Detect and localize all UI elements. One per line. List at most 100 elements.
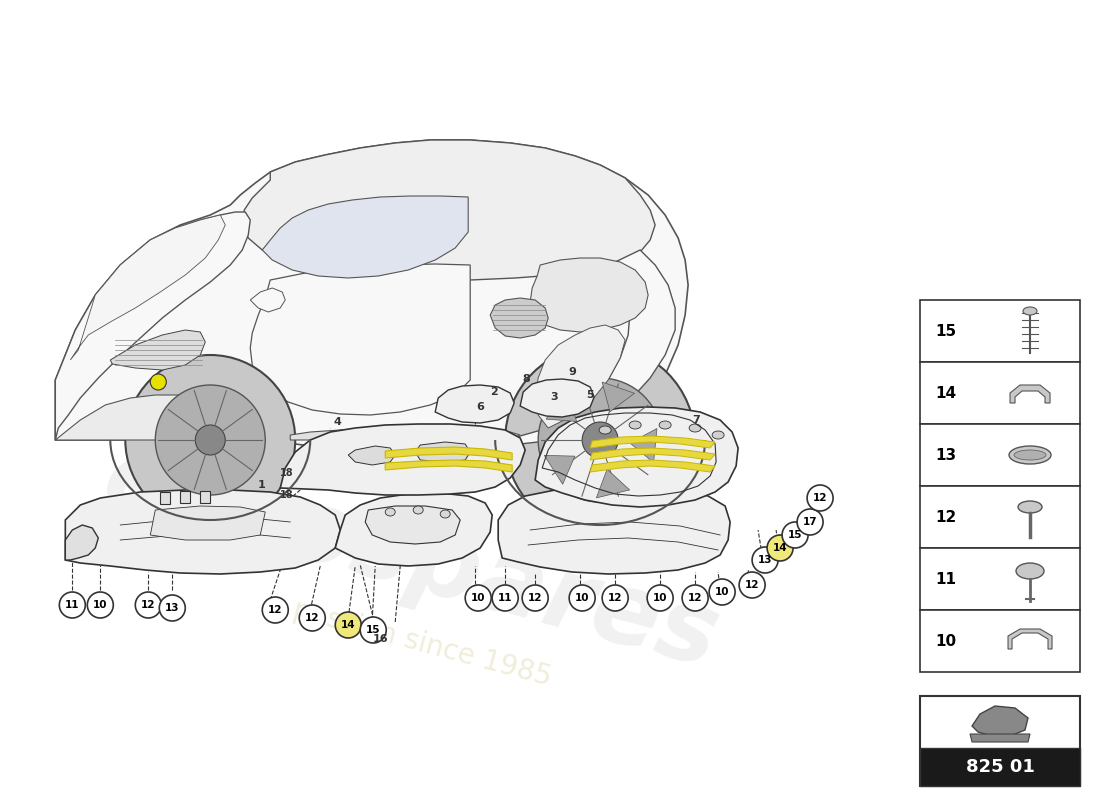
Ellipse shape	[659, 421, 671, 429]
Ellipse shape	[385, 508, 395, 516]
Polygon shape	[385, 460, 513, 472]
Polygon shape	[500, 250, 675, 445]
Polygon shape	[544, 455, 575, 484]
Ellipse shape	[1023, 307, 1037, 315]
Polygon shape	[385, 447, 513, 460]
Polygon shape	[1008, 629, 1052, 649]
Polygon shape	[280, 424, 525, 495]
Polygon shape	[349, 446, 395, 465]
Text: 16: 16	[372, 634, 388, 644]
Polygon shape	[55, 140, 689, 458]
Text: 13: 13	[758, 555, 772, 565]
Circle shape	[569, 585, 595, 611]
Polygon shape	[70, 215, 226, 360]
Polygon shape	[65, 490, 340, 574]
Circle shape	[767, 535, 793, 561]
Text: 18: 18	[280, 490, 294, 500]
Circle shape	[710, 579, 735, 605]
Circle shape	[807, 485, 833, 511]
Text: a passion since 1985: a passion since 1985	[265, 589, 556, 691]
Text: 14: 14	[773, 543, 788, 553]
Polygon shape	[415, 442, 470, 462]
Circle shape	[155, 385, 265, 495]
Polygon shape	[436, 385, 514, 423]
Polygon shape	[530, 258, 648, 332]
Ellipse shape	[1009, 446, 1050, 464]
Polygon shape	[602, 382, 635, 412]
Ellipse shape	[1014, 450, 1046, 460]
Text: 825 01: 825 01	[966, 758, 1034, 776]
Ellipse shape	[689, 424, 701, 432]
Polygon shape	[180, 491, 190, 503]
Polygon shape	[520, 379, 594, 417]
Ellipse shape	[629, 421, 641, 429]
Text: eurospares: eurospares	[92, 431, 728, 689]
Ellipse shape	[1016, 563, 1044, 579]
FancyBboxPatch shape	[920, 548, 1080, 610]
Circle shape	[196, 425, 225, 455]
Circle shape	[262, 597, 288, 623]
Circle shape	[87, 592, 113, 618]
Text: 11: 11	[935, 571, 956, 586]
Polygon shape	[591, 460, 715, 472]
Polygon shape	[596, 469, 629, 498]
Text: 9: 9	[569, 367, 576, 377]
Text: 10: 10	[715, 587, 729, 597]
Circle shape	[125, 355, 295, 525]
Text: 12: 12	[305, 613, 319, 623]
Text: 11: 11	[498, 593, 513, 603]
Polygon shape	[242, 140, 656, 280]
Text: 13: 13	[935, 447, 956, 462]
Ellipse shape	[712, 431, 724, 439]
Polygon shape	[110, 330, 206, 370]
Polygon shape	[55, 212, 251, 440]
Text: 12: 12	[608, 593, 623, 603]
Circle shape	[798, 509, 823, 535]
Polygon shape	[630, 429, 657, 462]
Circle shape	[505, 345, 695, 535]
Text: 10: 10	[575, 593, 590, 603]
Text: 1: 1	[257, 480, 265, 490]
Circle shape	[160, 595, 185, 621]
Circle shape	[299, 605, 326, 631]
Circle shape	[752, 547, 778, 573]
Text: 2: 2	[491, 387, 498, 397]
Text: 10: 10	[94, 600, 108, 610]
Polygon shape	[262, 196, 469, 278]
Circle shape	[647, 585, 673, 611]
Text: 12: 12	[935, 510, 956, 525]
Circle shape	[602, 585, 628, 611]
Text: 5: 5	[586, 390, 594, 400]
Ellipse shape	[1018, 501, 1042, 513]
Polygon shape	[161, 492, 170, 504]
Text: 6: 6	[476, 402, 484, 412]
FancyBboxPatch shape	[920, 300, 1080, 362]
Polygon shape	[591, 448, 715, 460]
Polygon shape	[591, 436, 715, 448]
Polygon shape	[65, 525, 98, 560]
Ellipse shape	[600, 426, 612, 434]
Ellipse shape	[414, 506, 424, 514]
Polygon shape	[151, 506, 265, 540]
Text: 15: 15	[935, 323, 956, 338]
Text: 11: 11	[65, 600, 79, 610]
Text: 13: 13	[165, 603, 179, 613]
Polygon shape	[498, 487, 730, 574]
Text: 8: 8	[522, 374, 530, 384]
Circle shape	[492, 585, 518, 611]
Circle shape	[135, 592, 162, 618]
Polygon shape	[251, 288, 285, 312]
Text: 4: 4	[333, 417, 341, 427]
Text: 10: 10	[935, 634, 956, 649]
Circle shape	[682, 585, 708, 611]
Text: 17: 17	[803, 517, 817, 527]
Polygon shape	[251, 264, 470, 415]
Polygon shape	[365, 506, 460, 544]
Polygon shape	[546, 392, 576, 422]
FancyBboxPatch shape	[920, 748, 1080, 786]
Circle shape	[360, 617, 386, 643]
Text: 18: 18	[280, 468, 294, 478]
Text: 7: 7	[692, 415, 700, 425]
Text: 12: 12	[268, 605, 283, 615]
Polygon shape	[336, 493, 492, 566]
